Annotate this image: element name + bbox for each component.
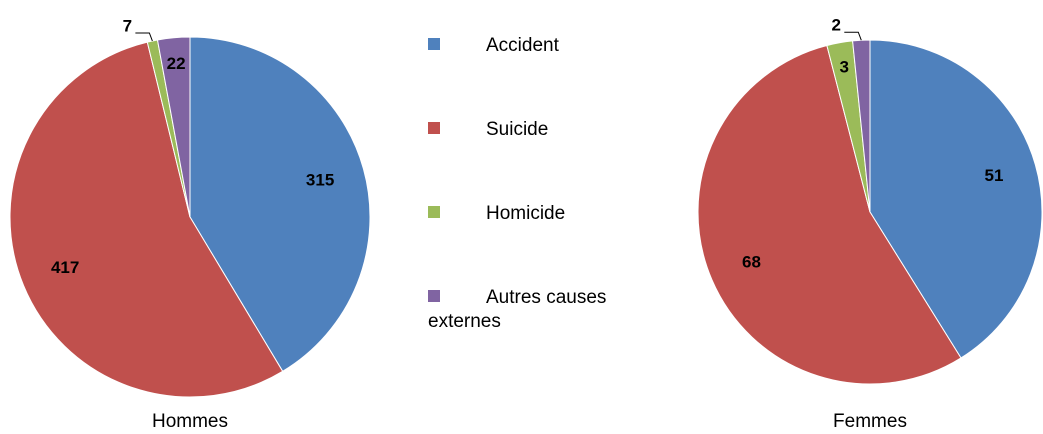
- leader-line: [135, 32, 153, 42]
- pie-slice: [852, 39, 871, 213]
- pie-title: Hommes: [152, 411, 228, 432]
- legend-swatch: [428, 122, 440, 134]
- legend-item: Autres causes externes: [428, 286, 633, 334]
- legend-item: Suicide: [428, 118, 633, 142]
- data-label: 2: [832, 16, 841, 35]
- legend-label: Suicide: [486, 119, 549, 140]
- data-label: 22: [167, 54, 186, 73]
- legend-label: Autres causes externes: [428, 287, 607, 332]
- data-label: 3: [839, 58, 848, 77]
- data-label: 51: [985, 166, 1004, 185]
- pie-title: Femmes: [833, 411, 907, 432]
- legend-label: Homicide: [486, 203, 566, 224]
- legend-swatch: [428, 290, 440, 302]
- pie-slice: [9, 41, 284, 398]
- data-label: 7: [123, 16, 132, 35]
- data-label: 68: [742, 252, 761, 271]
- legend-item: Homicide: [428, 202, 633, 226]
- legend-item: Accident: [428, 34, 633, 58]
- pie-slice: [156, 36, 191, 218]
- data-label: 417: [51, 258, 79, 277]
- pie-slice: [869, 39, 1043, 359]
- leader-line: [844, 31, 862, 41]
- legend-swatch: [428, 38, 440, 50]
- data-label: 315: [306, 170, 334, 189]
- pie-slice: [189, 36, 371, 373]
- pie-slice: [697, 44, 962, 385]
- legend-label: Accident: [486, 35, 559, 56]
- legend-swatch: [428, 206, 440, 218]
